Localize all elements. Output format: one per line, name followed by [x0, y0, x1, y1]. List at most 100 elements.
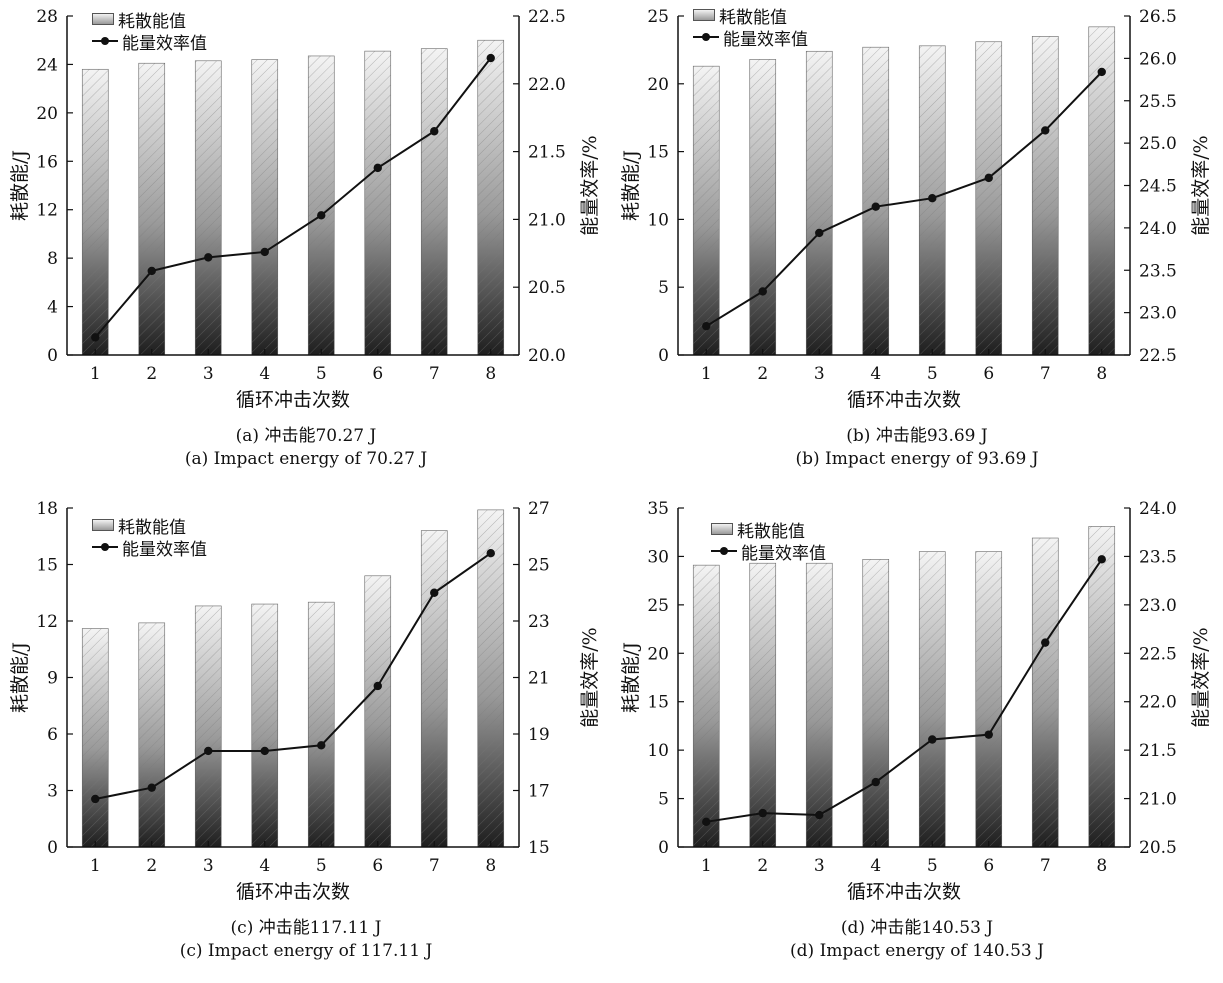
- legend-c: 耗散能值 能量效率值: [92, 514, 207, 560]
- y-left-tick-label: 0: [47, 346, 58, 366]
- y-left-tick-label: 4: [47, 298, 58, 318]
- y-left-tick-label: 6: [47, 725, 58, 745]
- x-tick-label: 1: [701, 364, 712, 384]
- y-right-tick-label: 22.0: [1139, 693, 1177, 713]
- energy-efficiency-point: [871, 777, 880, 787]
- y-left-axis-title: 耗散能/J: [9, 642, 31, 713]
- bar-hatch-overlay: [862, 559, 890, 848]
- x-tick-label: 5: [927, 856, 938, 876]
- x-tick-label: 5: [316, 856, 327, 876]
- chart-panel-a: 0 4 8 12 16 20 24 28 20.0 20.5 21.0 21.5 22.0 22.5 1 2 3…: [0, 0, 612, 491]
- x-tick-label: 7: [1040, 856, 1051, 876]
- y-right-tick-label: 21.5: [1139, 741, 1177, 761]
- energy-efficiency-point: [91, 333, 100, 342]
- y-left-tick-label: 25: [647, 7, 669, 27]
- energy-efficiency-point: [815, 810, 824, 820]
- legend-bar-label: 耗散能值: [118, 11, 186, 32]
- x-tick-label: 4: [870, 856, 881, 876]
- chart-svg-d: 0510152025303520.521.021.522.022.523.023…: [620, 499, 1212, 903]
- bar-hatch-overlay: [307, 55, 335, 356]
- bar-hatch-overlay: [477, 509, 505, 848]
- caption-en-b: (b) Impact energy of 93.69 J: [795, 449, 1039, 469]
- bar-hatch-overlay: [420, 530, 448, 848]
- legend-line-label: 能量效率值: [723, 29, 808, 50]
- y-right-tick-label: 22.5: [1139, 644, 1177, 664]
- x-tick-label: 2: [757, 364, 768, 384]
- bar-hatch-overlay: [692, 65, 720, 356]
- y-left-tick-label: 35: [647, 499, 669, 519]
- energy-efficiency-point: [147, 783, 156, 792]
- energy-efficiency-point: [984, 730, 993, 739]
- y-right-tick-label: 24.5: [1139, 177, 1177, 197]
- x-axis-title: 循环冲击次数: [847, 881, 961, 903]
- x-tick-label: 1: [701, 856, 712, 876]
- energy-efficiency-line: [706, 558, 1103, 823]
- legend-bar-swatch: [92, 13, 114, 25]
- y-left-axis-title: 耗散能/J: [620, 150, 642, 221]
- bar-hatch-overlay: [251, 603, 279, 848]
- y-left-tick-label: 16: [36, 152, 58, 172]
- x-tick-label: 5: [927, 364, 938, 384]
- legend-bar-swatch: [92, 519, 114, 531]
- y-right-tick-label: 22.5: [528, 7, 566, 27]
- y-right-tick-label: 25.5: [1139, 92, 1177, 112]
- y-left-tick-label: 15: [647, 143, 669, 163]
- bar-hatch-overlay: [364, 50, 392, 356]
- bar-hatch-overlay: [918, 551, 946, 848]
- bar-hatch-overlay: [862, 46, 890, 356]
- energy-efficiency-point: [928, 194, 937, 203]
- energy-efficiency-point: [260, 746, 269, 756]
- y-right-tick-label: 15: [528, 838, 550, 858]
- caption-en-c: (c) Impact energy of 117.11 J: [179, 941, 433, 961]
- y-right-axis-title: 能量效率/%: [579, 135, 601, 235]
- legend-bar-label: 耗散能值: [118, 517, 186, 538]
- y-left-tick-label: 15: [647, 693, 669, 713]
- caption-en-d: (d) Impact energy of 140.53 J: [790, 941, 1044, 961]
- y-left-tick-label: 0: [658, 346, 669, 366]
- y-left-tick-label: 30: [647, 547, 669, 567]
- bar-hatch-overlay: [1088, 526, 1116, 848]
- y-left-tick-label: 5: [658, 790, 669, 810]
- y-left-tick-label: 20: [647, 75, 669, 95]
- legend-line-label: 能量效率值: [122, 33, 207, 54]
- x-tick-label: 8: [1096, 856, 1107, 876]
- bar-hatch-overlay: [975, 41, 1003, 356]
- legend-line-marker: [711, 545, 737, 557]
- x-tick-label: 3: [814, 364, 825, 384]
- y-right-tick-label: 25.0: [1139, 134, 1177, 154]
- bar-hatch-overlay: [1031, 36, 1059, 356]
- chart-svg-b: 051015202522.523.023.524.024.525.025.526…: [620, 7, 1212, 411]
- chart-panel-d: 0 5 10 15 20 25 30 35 20.5 21.0 21.5 22.0 22.5 23.0 23…: [611, 492, 1223, 983]
- y-left-axis-title: 耗散能/J: [620, 642, 642, 713]
- legend-b: 耗散能值 能量效率值: [693, 4, 808, 50]
- legend-line-marker: [693, 31, 719, 43]
- bar-hatch-overlay: [477, 39, 505, 356]
- energy-efficiency-point: [758, 287, 767, 296]
- energy-efficiency-point: [1041, 638, 1050, 647]
- bar-hatch-overlay: [81, 68, 109, 356]
- x-tick-label: 8: [1096, 364, 1107, 384]
- x-tick-label: 2: [146, 364, 157, 384]
- y-right-axis-title: 能量效率/%: [579, 627, 601, 727]
- bar-hatch-overlay: [975, 551, 1003, 848]
- bar-hatch-overlay: [692, 564, 720, 848]
- y-left-tick-label: 12: [36, 612, 58, 632]
- y-left-tick-label: 5: [658, 278, 669, 298]
- x-tick-label: 7: [429, 364, 440, 384]
- legend-bar-label: 耗散能值: [719, 7, 787, 28]
- y-right-tick-label: 22.0: [528, 75, 566, 95]
- bar-hatch-overlay: [138, 622, 166, 848]
- bar-hatch-overlay: [81, 628, 109, 848]
- x-tick-label: 6: [372, 364, 383, 384]
- caption-en-a: (a) Impact energy of 70.27 J: [184, 449, 428, 469]
- x-tick-label: 8: [485, 856, 496, 876]
- legend-line-marker: [92, 541, 118, 553]
- y-left-tick-label: 28: [36, 7, 58, 27]
- legend-line-marker: [92, 35, 118, 47]
- y-right-tick-label: 20.5: [1139, 838, 1177, 858]
- bar-hatch-overlay: [138, 62, 166, 356]
- x-axis-title: 循环冲击次数: [847, 389, 961, 411]
- y-left-tick-label: 20: [647, 644, 669, 664]
- energy-efficiency-point: [317, 741, 326, 750]
- legend-line-label: 能量效率值: [741, 543, 826, 564]
